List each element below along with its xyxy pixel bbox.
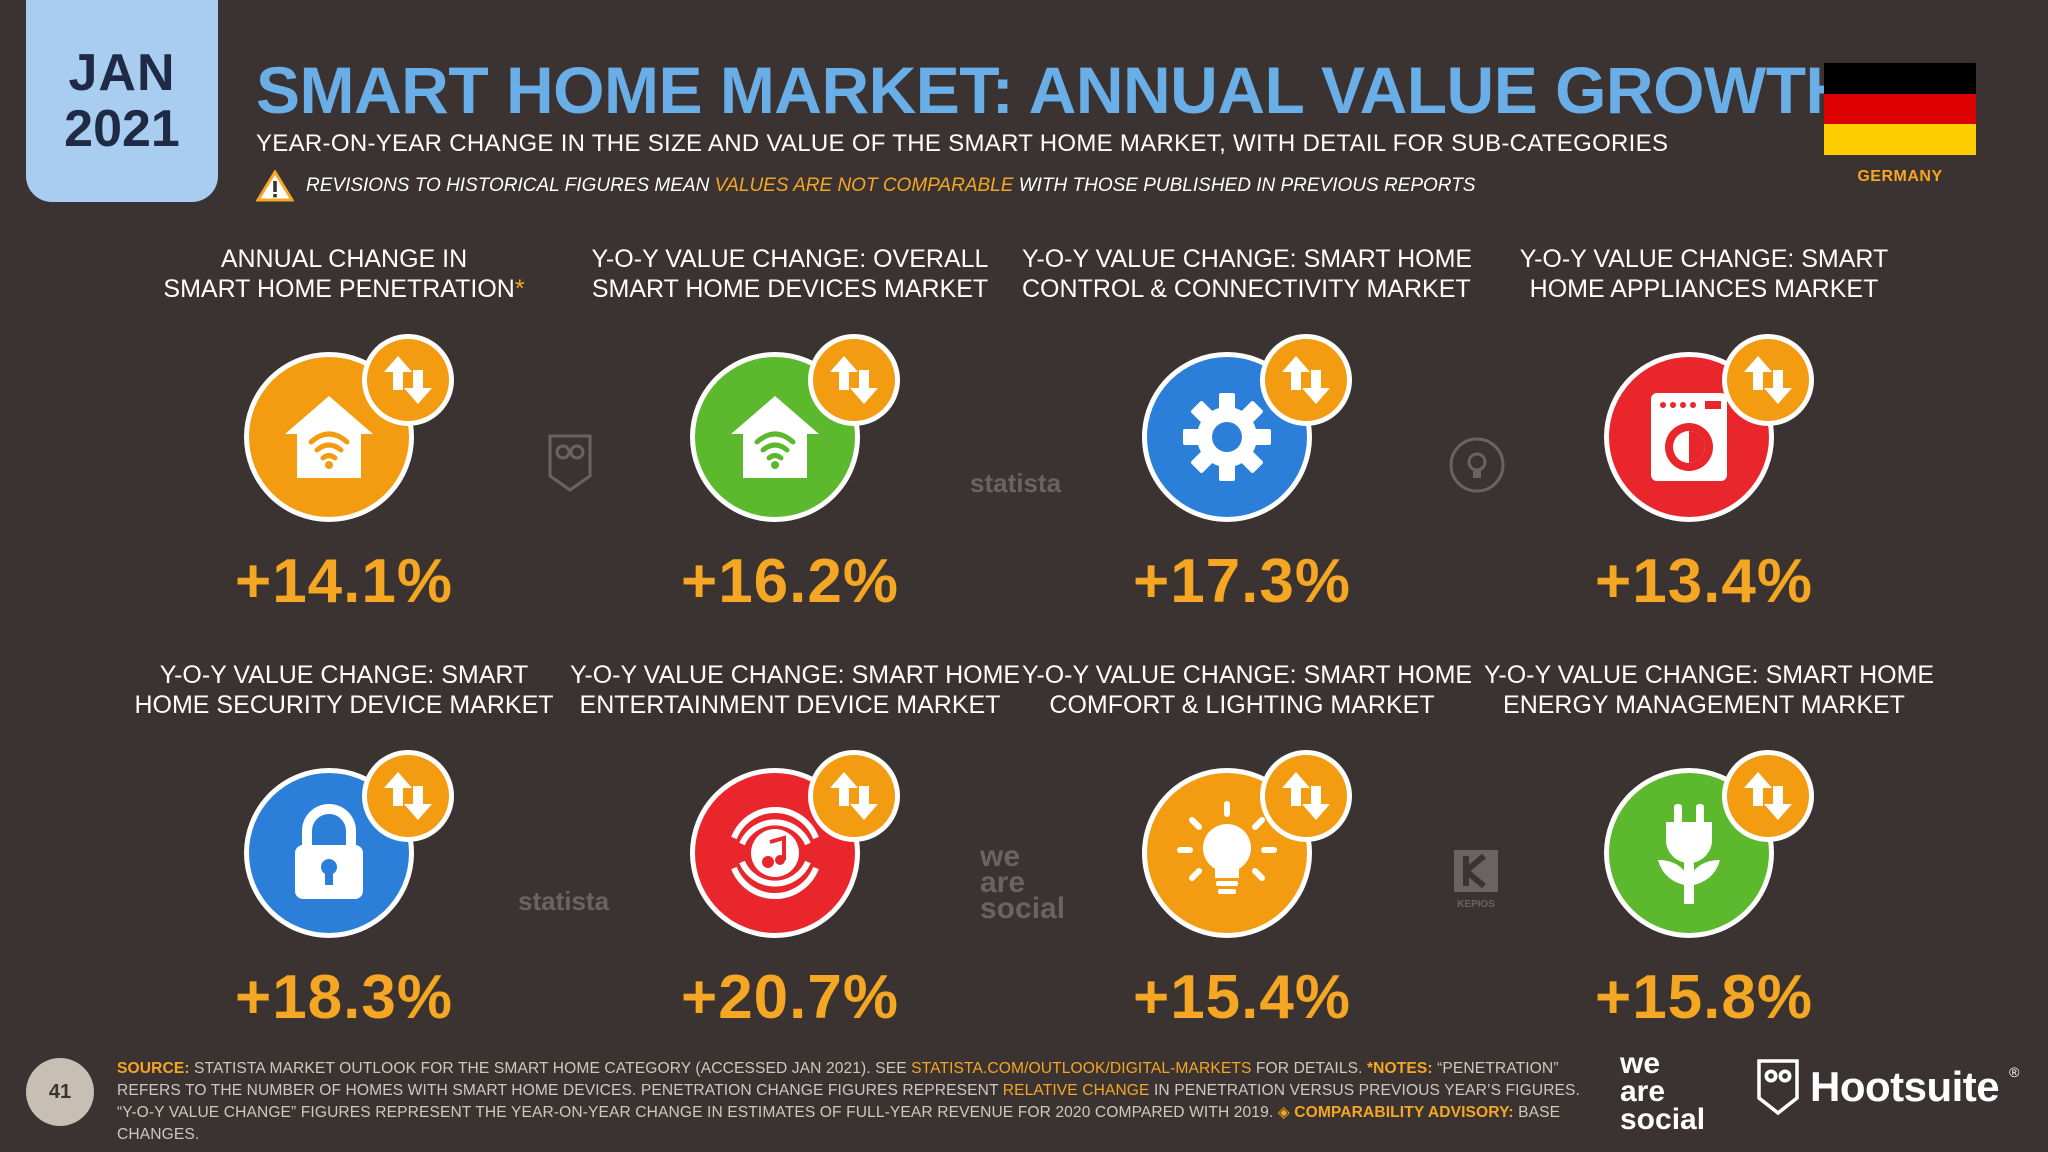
hootsuite-owl-icon (1757, 1059, 1799, 1116)
metric-value: +20.7% (680, 963, 899, 1032)
hootsuite-logo: Hootsuite ® (1756, 1058, 2019, 1116)
metric-card: Y-O-Y VALUE CHANGE: SMART HOME APPLIANCES… (1484, 244, 1924, 617)
metric-label: ANNUAL CHANGE IN SMART HOME PENETRATION* (163, 245, 525, 303)
flag-stripe-black (1824, 63, 1976, 94)
germany-flag-icon (1824, 63, 1976, 155)
we-are-social-logo: we are social (1620, 1047, 1706, 1136)
metric-card: Y-O-Y VALUE CHANGE: SMART HOME ENERGY MAN… (1484, 660, 1935, 1033)
metric-icon-group (1130, 748, 1354, 948)
page-number: 41 (26, 1058, 94, 1126)
metric-card: Y-O-Y VALUE CHANGE: SMART HOME ENTERTAINM… (570, 660, 1021, 1033)
metric-value: +13.4% (1594, 547, 1813, 616)
metric-value: +14.1% (234, 547, 453, 616)
metric-label: Y-O-Y VALUE CHANGE: SMART HOME ENTERTAINM… (570, 661, 1021, 719)
up-down-arrows-icon (362, 334, 454, 426)
metric-card: Y-O-Y VALUE CHANGE: SMART HOME COMFORT & … (1022, 660, 1473, 1033)
warning-icon (256, 170, 294, 202)
metric-value: +17.3% (1132, 547, 1351, 616)
warning-text-pre: REVISIONS TO HISTORICAL FIGURES MEAN (306, 175, 710, 196)
metric-value: +15.8% (1594, 963, 1813, 1032)
date-year: 2021 (64, 100, 180, 158)
metric-icon-group (232, 748, 456, 948)
kepios-watermark: KEPIOS (1452, 848, 1500, 910)
metric-value: +18.3% (234, 963, 453, 1032)
statista-watermark-2: statista (518, 886, 610, 916)
date-month: JAN (68, 44, 176, 102)
metric-label: Y-O-Y VALUE CHANGE: SMART HOME SECURITY D… (134, 661, 554, 719)
flag-stripe-red (1824, 93, 1976, 125)
source-link[interactable]: STATISTA.COM/OUTLOOK/DIGITAL-MARKETS (911, 1060, 1252, 1077)
up-down-arrows-icon (1260, 334, 1352, 426)
metric-label: Y-O-Y VALUE CHANGE: SMART HOME ENERGY MAN… (1484, 661, 1935, 719)
flag-stripe-gold (1824, 124, 1976, 155)
warning-text-highlight: VALUES ARE NOT COMPARABLE (714, 175, 1014, 196)
metric-card: Y-O-Y VALUE CHANGE: SMART HOME CONTROL & … (1022, 244, 1473, 617)
country-label: GERMANY (1857, 168, 1943, 185)
hootsuite-owl-watermark-icon (548, 434, 592, 492)
metric-card: Y-O-Y VALUE CHANGE: OVERALL SMART HOME DE… (570, 244, 1010, 617)
bulb-watermark-icon (1449, 437, 1505, 493)
metric-label: Y-O-Y VALUE CHANGE: OVERALL SMART HOME DE… (591, 245, 989, 303)
up-down-arrows-icon (1260, 750, 1352, 842)
metric-icon-group (1592, 332, 1816, 532)
metric-icon-group (1130, 332, 1354, 532)
up-down-arrows-icon (1722, 334, 1814, 426)
energy-plug-icon (1604, 768, 1774, 938)
we-are-social-watermark: we are social (980, 840, 1066, 925)
metric-label: Y-O-Y VALUE CHANGE: SMART HOME COMFORT & … (1022, 661, 1473, 719)
metric-value: +16.2% (680, 547, 899, 616)
metric-icon-group (678, 332, 902, 532)
up-down-arrows-icon (808, 750, 900, 842)
page-title: SMART HOME MARKET: ANNUAL VALUE GROWTH (256, 53, 1853, 127)
page-subtitle: YEAR-ON-YEAR CHANGE IN THE SIZE AND VALU… (256, 130, 1669, 157)
statista-watermark-1: statista (970, 468, 1062, 498)
metric-card: ANNUAL CHANGE IN SMART HOME PENETRATION* +… (124, 244, 564, 617)
metric-icon-group (232, 332, 456, 532)
metric-icon-group (678, 748, 902, 948)
metric-label: Y-O-Y VALUE CHANGE: SMART HOME CONTROL & … (1022, 245, 1473, 303)
up-down-arrows-icon (808, 334, 900, 426)
washing-machine-icon (1604, 352, 1774, 522)
metric-value: +15.4% (1132, 963, 1351, 1032)
metric-label: Y-O-Y VALUE CHANGE: SMART HOME APPLIANCES… (1519, 245, 1889, 303)
metric-icon-group (1592, 748, 1816, 948)
light-bulb-icon (1142, 768, 1312, 938)
warning-text-post: WITH THOSE PUBLISHED IN PREVIOUS REPORTS (1018, 175, 1476, 196)
up-down-arrows-icon (1722, 750, 1814, 842)
revision-warning: REVISIONS TO HISTORICAL FIGURES MEAN VAL… (256, 170, 1475, 202)
metric-card: Y-O-Y VALUE CHANGE: SMART HOME SECURITY D… (124, 660, 564, 1033)
source-notes: SOURCE: STATISTA MARKET OUTLOOK FOR THE … (117, 1060, 1580, 1143)
date-tab: JAN 2021 (26, 0, 218, 202)
kepios-logo-icon (1454, 850, 1498, 892)
up-down-arrows-icon (362, 750, 454, 842)
